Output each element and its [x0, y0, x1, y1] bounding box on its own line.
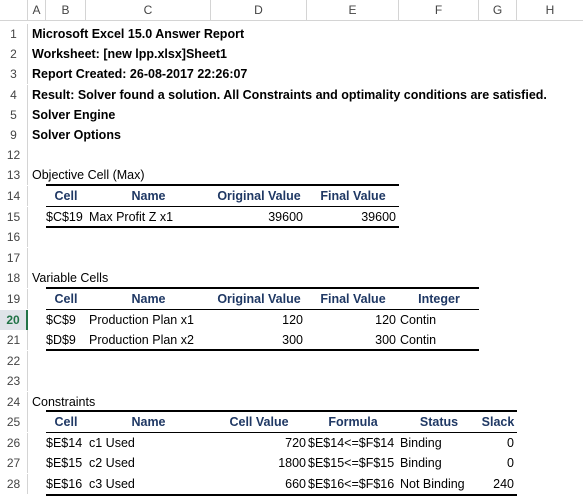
- table-cell[interactable]: Contin: [400, 333, 437, 347]
- table-cell[interactable]: Production Plan x1: [89, 313, 194, 327]
- row-header[interactable]: 4: [0, 85, 28, 105]
- objective-header-top-border: [46, 184, 399, 186]
- column-header-bar: A B C D E F G H: [0, 0, 583, 21]
- variables-bottom-border: [46, 349, 479, 351]
- column-header-h[interactable]: H: [545, 3, 555, 17]
- table-cell[interactable]: 300: [282, 333, 303, 347]
- objective-header-cell: Cell: [54, 189, 78, 203]
- table-cell[interactable]: Contin: [400, 313, 437, 327]
- row-header[interactable]: 19: [0, 289, 28, 309]
- table-cell[interactable]: $D$9: [46, 333, 76, 347]
- objective-header-bottom-border: [46, 206, 399, 207]
- row-header[interactable]: 28: [0, 474, 28, 494]
- table-cell[interactable]: Binding: [400, 456, 442, 470]
- column-header-e[interactable]: E: [307, 0, 399, 20]
- variables-header-final: Final Value: [320, 292, 386, 306]
- objective-header-final: Final Value: [320, 189, 386, 203]
- column-header-f[interactable]: F: [399, 0, 479, 20]
- row-header[interactable]: 1: [0, 24, 28, 44]
- select-all-corner[interactable]: [0, 0, 28, 20]
- constraints-header-formula: Formula: [328, 415, 378, 429]
- row-header[interactable]: 9: [0, 125, 28, 145]
- variables-header-top-border: [46, 287, 479, 289]
- table-cell[interactable]: 120: [375, 313, 396, 327]
- table-cell[interactable]: 240: [493, 477, 514, 491]
- constraints-header-bottom-border: [46, 432, 517, 433]
- constraints-section-title: Constraints: [32, 395, 96, 409]
- row-header[interactable]: 16: [0, 227, 28, 247]
- row-header[interactable]: 3: [0, 64, 28, 84]
- row-header-selected[interactable]: 20: [0, 310, 28, 330]
- solver-engine: Solver Engine: [32, 108, 116, 122]
- row-header[interactable]: 23: [0, 371, 28, 391]
- variables-header-integer: Integer: [418, 292, 460, 306]
- table-cell[interactable]: 300: [375, 333, 396, 347]
- constraints-header-status: Status: [419, 415, 459, 429]
- table-cell[interactable]: $E$15: [46, 456, 83, 470]
- variables-header-bottom-border: [46, 309, 479, 310]
- table-cell[interactable]: 660: [285, 477, 306, 491]
- constraints-header-value: Cell Value: [229, 415, 289, 429]
- worksheet-info: Worksheet: [new lpp.xlsx]Sheet1: [32, 47, 227, 61]
- table-cell[interactable]: $E$15<=$F$15: [308, 456, 395, 470]
- table-cell[interactable]: $E$16<=$F$16: [308, 477, 395, 491]
- table-cell[interactable]: $E$14: [46, 436, 83, 450]
- column-header-c[interactable]: C: [86, 0, 211, 20]
- table-cell[interactable]: Max Profit Z x1: [89, 210, 174, 224]
- row-header[interactable]: 24: [0, 392, 28, 412]
- row-header[interactable]: 17: [0, 248, 28, 268]
- row-header[interactable]: 26: [0, 433, 28, 453]
- table-cell[interactable]: c2 Used: [89, 456, 135, 470]
- solver-result: Result: Solver found a solution. All Con…: [32, 88, 547, 102]
- column-header-d[interactable]: D: [211, 0, 307, 20]
- row-header[interactable]: 25: [0, 412, 28, 432]
- solver-options: Solver Options: [32, 128, 121, 142]
- row-header[interactable]: 14: [0, 186, 28, 206]
- table-cell[interactable]: Production Plan x2: [89, 333, 194, 347]
- row-header[interactable]: 12: [0, 145, 28, 165]
- table-cell[interactable]: c3 Used: [89, 477, 135, 491]
- table-cell[interactable]: 39600: [268, 210, 303, 224]
- table-cell[interactable]: $C$19: [46, 210, 83, 224]
- table-cell[interactable]: $C$9: [46, 313, 76, 327]
- row-header[interactable]: 2: [0, 44, 28, 64]
- constraints-header-name: Name: [131, 415, 166, 429]
- table-cell[interactable]: $E$14<=$F$14: [308, 436, 395, 450]
- report-title: Microsoft Excel 15.0 Answer Report: [32, 27, 245, 41]
- row-header[interactable]: 13: [0, 165, 28, 185]
- report-created: Report Created: 26-08-2017 22:26:07: [32, 67, 248, 81]
- objective-header-name: Name: [131, 189, 166, 203]
- objective-section-title: Objective Cell (Max): [32, 168, 145, 182]
- table-cell[interactable]: 1800: [278, 456, 306, 470]
- variables-header-cell: Cell: [54, 292, 78, 306]
- constraints-header-slack: Slack: [481, 415, 515, 429]
- variables-section-title: Variable Cells: [32, 271, 109, 285]
- column-header-a[interactable]: A: [28, 0, 46, 20]
- table-cell[interactable]: c1 Used: [89, 436, 135, 450]
- objective-bottom-border: [46, 226, 399, 228]
- table-cell[interactable]: 720: [285, 436, 306, 450]
- table-cell[interactable]: $E$16: [46, 477, 83, 491]
- column-header-g[interactable]: G: [479, 0, 517, 20]
- variables-header-original: Original Value: [217, 292, 301, 306]
- constraints-bottom-border: [46, 494, 517, 496]
- row-header[interactable]: 22: [0, 351, 28, 371]
- row-header[interactable]: 21: [0, 330, 28, 350]
- row-header[interactable]: 15: [0, 207, 28, 227]
- table-cell[interactable]: Not Binding: [400, 477, 465, 491]
- objective-header-original: Original Value: [217, 189, 301, 203]
- row-header[interactable]: 5: [0, 105, 28, 125]
- constraints-header-top-border: [46, 410, 517, 412]
- table-cell[interactable]: 0: [507, 436, 514, 450]
- column-header-b[interactable]: B: [46, 0, 86, 20]
- table-cell[interactable]: Binding: [400, 436, 442, 450]
- table-cell[interactable]: 0: [507, 456, 514, 470]
- row-header[interactable]: 18: [0, 268, 28, 288]
- row-header[interactable]: 27: [0, 453, 28, 473]
- constraints-header-cell: Cell: [54, 415, 78, 429]
- table-cell[interactable]: 39600: [361, 210, 396, 224]
- table-cell[interactable]: 120: [282, 313, 303, 327]
- variables-header-name: Name: [131, 292, 166, 306]
